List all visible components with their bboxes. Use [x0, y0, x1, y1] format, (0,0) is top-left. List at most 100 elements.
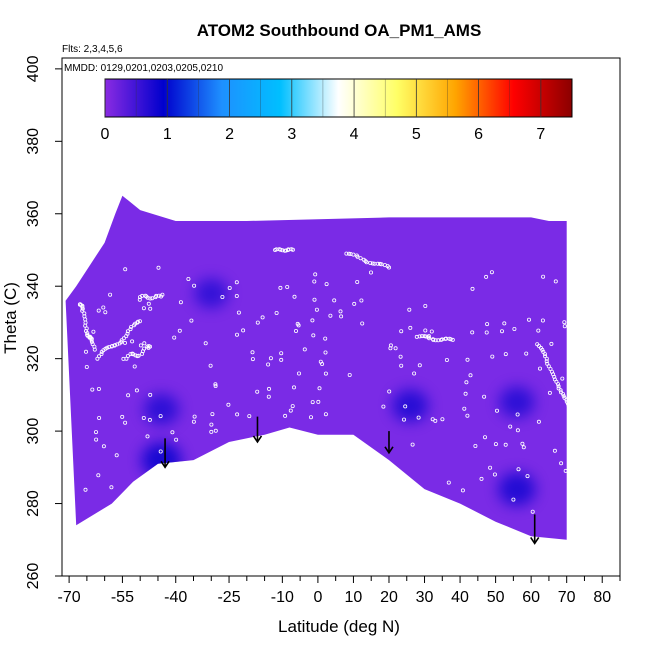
track-marker [137, 297, 142, 302]
track-marker [488, 465, 493, 470]
track-marker [536, 419, 541, 424]
track-marker [338, 309, 343, 314]
track-marker [419, 334, 424, 339]
track-marker [310, 318, 315, 323]
track-marker [323, 336, 328, 341]
track-marker [97, 354, 102, 359]
track-marker [527, 317, 532, 322]
x-tick-label: 10 [345, 589, 363, 606]
track-marker [355, 254, 360, 259]
track-marker [490, 354, 495, 359]
track-marker [381, 404, 386, 409]
y-axis: 260 280 300 320 340 360 380 400 [25, 55, 62, 589]
track-marker [559, 461, 564, 466]
track-marker [84, 326, 89, 331]
track-marker [278, 285, 283, 290]
track-marker [278, 247, 283, 252]
track-marker [227, 285, 232, 290]
track-marker [508, 424, 513, 429]
track-marker [125, 329, 130, 334]
x-tick-label: 70 [558, 589, 576, 606]
track-marker [285, 284, 290, 289]
surface-arrow [252, 416, 263, 444]
track-marker [328, 313, 333, 318]
track-marker [368, 270, 373, 275]
track-marker [332, 298, 337, 303]
track-marker [352, 301, 357, 306]
x-tick-label: -55 [111, 589, 134, 606]
track-marker [178, 300, 183, 305]
x-axis-label: Latitude (deg N) [278, 617, 400, 636]
track-marker [274, 310, 279, 315]
track-marker [568, 406, 573, 411]
track-marker [170, 430, 175, 435]
track-marker [562, 324, 567, 329]
track-marker [123, 420, 128, 425]
track-marker [209, 422, 214, 427]
track-marker [552, 374, 557, 379]
track-marker [423, 328, 428, 333]
x-tick-label: 50 [487, 589, 505, 606]
track-marker [567, 325, 572, 330]
track-marker [317, 386, 322, 391]
track-marker [570, 411, 575, 416]
track-marker [136, 353, 141, 358]
track-marker [141, 415, 146, 420]
track-marker [292, 294, 297, 299]
track-marker [431, 337, 436, 342]
track-marker [412, 371, 417, 376]
y-axis-label: Theta (C) [1, 282, 20, 354]
track-marker [213, 428, 218, 433]
track-marker [398, 354, 403, 359]
track-marker [448, 337, 453, 342]
track-marker [146, 345, 151, 350]
track-marker [470, 330, 475, 335]
track-marker [463, 391, 468, 396]
track-marker [312, 297, 317, 302]
track-marker [266, 394, 271, 399]
track-marker [290, 404, 295, 409]
colorbar-tick-label: 4 [350, 126, 359, 143]
colorbar-tick-label: 2 [225, 126, 234, 143]
track-marker [250, 350, 255, 355]
track-marker [172, 335, 177, 340]
x-tick-label: 0 [313, 589, 322, 606]
track-marker [544, 356, 549, 361]
track-marker [101, 444, 106, 449]
track-marker [359, 298, 364, 303]
track-marker [493, 442, 498, 447]
track-marker [386, 265, 391, 270]
track-marker [119, 338, 124, 343]
track-marker [521, 445, 526, 450]
track-marker [538, 366, 543, 371]
colorbar-tick-label: 1 [163, 126, 172, 143]
track-marker [135, 319, 140, 324]
colorbar-tick-label: 3 [287, 126, 296, 143]
track-marker [105, 345, 110, 350]
y-tick-label: 380 [25, 128, 42, 155]
track-marker [417, 334, 422, 339]
track-marker [564, 397, 569, 402]
track-marker [407, 307, 412, 312]
track-marker [279, 357, 284, 362]
track-marker [375, 261, 380, 266]
track-marker [450, 337, 455, 342]
track-marker [80, 308, 85, 313]
surface-arrow [530, 514, 540, 545]
track-marker [310, 400, 315, 405]
track-marker [364, 260, 369, 265]
track-marker [417, 363, 422, 368]
track-marker [516, 467, 521, 472]
track-marker [236, 310, 241, 315]
track-marker [302, 347, 307, 352]
low-value-patch [143, 393, 180, 425]
track-marker [547, 390, 552, 395]
track-marker [156, 265, 161, 270]
track-marker [255, 389, 260, 394]
track-marker [440, 417, 445, 422]
track-marker [213, 382, 218, 387]
track-marker [324, 282, 329, 287]
track-marker [260, 315, 265, 320]
track-marker [174, 437, 179, 442]
track-marker [189, 318, 194, 323]
